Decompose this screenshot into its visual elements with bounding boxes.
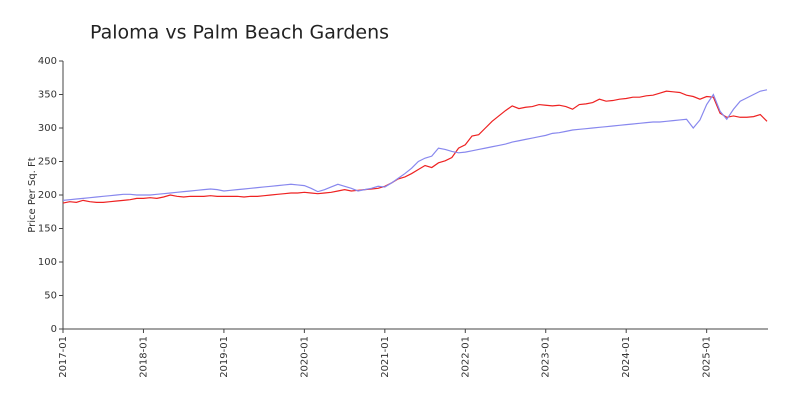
y-tick-label: 0: [51, 324, 57, 335]
x-tick-label: 2023-01: [541, 336, 552, 378]
chart-title: Paloma vs Palm Beach Gardens: [90, 22, 389, 44]
x-tick-label: 2021-01: [380, 336, 391, 378]
line-series: [62, 89, 768, 201]
x-tick-label: 2020-01: [299, 336, 310, 378]
x-tick-label: 2019-01: [219, 336, 230, 378]
x-tick-label: 2024-01: [621, 336, 632, 378]
y-tick-label: 200: [38, 190, 57, 201]
y-tick-label: 50: [44, 291, 57, 302]
x-tick-label: 2025-01: [702, 336, 713, 378]
y-tick-label: 250: [38, 157, 57, 168]
y-tick-label: 300: [38, 123, 57, 134]
y-tick-label: 100: [38, 257, 57, 268]
line-series: [62, 90, 768, 204]
x-tick-label: 2017-01: [58, 336, 69, 378]
y-tick-label: 400: [38, 56, 57, 67]
x-tick-label: 2022-01: [460, 336, 471, 378]
y-axis-label: Price Per Sq. Ft: [27, 157, 38, 232]
y-tick-label: 150: [38, 224, 57, 235]
y-tick-label: 350: [38, 90, 57, 101]
x-tick-label: 2018-01: [138, 336, 149, 378]
